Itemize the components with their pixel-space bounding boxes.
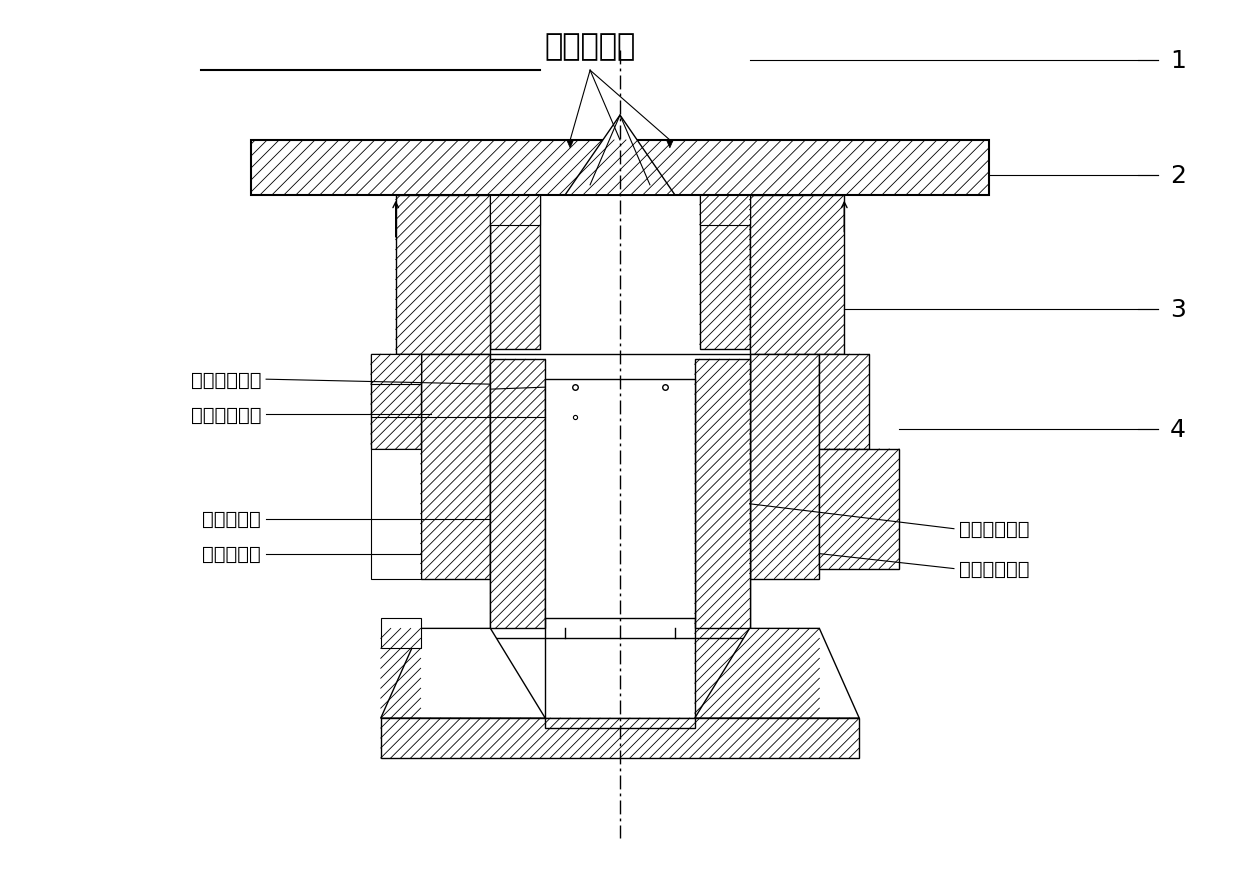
Bar [371,355,420,449]
Bar [750,196,844,355]
Text: 内喷嘴喷口: 内喷嘴喷口 [202,509,262,528]
Bar [820,449,899,569]
Bar [381,619,420,648]
Bar [490,196,541,225]
Bar [420,355,490,579]
Text: 内喷嘴旋流腔: 内喷嘴旋流腔 [959,520,1029,539]
Text: 内喷嘴切向孔: 内喷嘴切向孔 [191,370,262,389]
Bar [546,719,694,728]
Text: 电子束焊缝: 电子束焊缝 [544,31,636,61]
Bar [371,449,420,579]
Text: 外喷嘴切向孔: 外喷嘴切向孔 [191,405,262,424]
Polygon shape [567,142,573,149]
Bar [820,355,869,449]
Bar [381,719,859,758]
Bar [546,380,694,619]
Text: 外喷嘴旋流腔: 外喷嘴旋流腔 [959,560,1029,579]
Bar [252,141,988,196]
Text: 外喷嘴喷口: 外喷嘴喷口 [202,545,262,563]
Bar [699,196,750,225]
Text: 2: 2 [1171,163,1187,188]
Bar [699,196,750,350]
Bar [490,196,541,350]
Bar [371,355,420,385]
Text: 3: 3 [1171,298,1187,322]
Polygon shape [667,142,673,149]
Text: 4: 4 [1171,417,1187,441]
Polygon shape [694,628,859,719]
Bar [750,355,820,579]
Bar [490,360,546,628]
Polygon shape [565,116,675,196]
Bar [490,355,750,639]
Bar [396,196,490,355]
Polygon shape [381,628,546,719]
Text: 1: 1 [1171,50,1187,73]
Bar [694,360,750,628]
